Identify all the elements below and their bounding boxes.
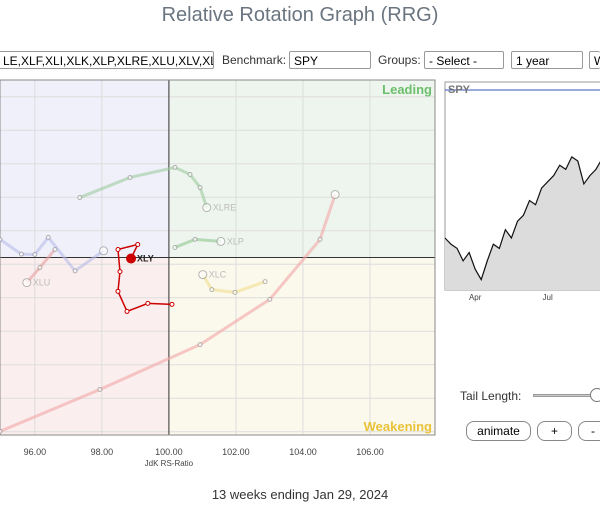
tail-point	[187, 171, 193, 177]
benchmark-label: Benchmark:	[222, 53, 287, 67]
plot-frame	[0, 79, 436, 436]
tail-point	[135, 241, 141, 247]
tail-point	[124, 308, 130, 314]
tail-point	[169, 301, 175, 307]
tail-point	[127, 174, 133, 180]
tail-point	[145, 300, 151, 306]
x-tick-label: 100.00	[155, 447, 183, 457]
head-point	[216, 236, 226, 246]
tail-point	[45, 234, 51, 240]
tail-point	[37, 265, 43, 271]
x-tick-label: 96.00	[24, 447, 47, 457]
tail	[0, 234, 105, 273]
head-point	[198, 270, 208, 280]
tail-point	[267, 296, 273, 302]
spy-x-label: Jul	[543, 293, 553, 302]
spy-title: SPY	[448, 84, 471, 96]
series-label: XLU	[33, 278, 51, 288]
period-select[interactable]: 1 year	[511, 51, 583, 69]
tail-point	[172, 244, 178, 250]
tail	[0, 194, 337, 433]
x-tick-label: 106.00	[356, 447, 384, 457]
tail-point	[192, 236, 198, 242]
tail	[79, 165, 209, 209]
quadrant-label: Weakening	[364, 419, 432, 434]
groups-label: Groups:	[378, 53, 421, 67]
tail-point	[72, 268, 78, 274]
slider-knob[interactable]	[590, 388, 600, 402]
animate-button[interactable]: animate	[466, 421, 531, 441]
plus-button[interactable]: +	[537, 421, 572, 441]
tail-point	[18, 251, 24, 257]
tail-point	[117, 269, 123, 275]
tail-label: Tail Length:	[460, 389, 522, 403]
quadrant-leading	[168, 80, 435, 258]
spy-line	[444, 155, 600, 282]
tail	[201, 273, 266, 294]
benchmark-input[interactable]: SPY	[289, 51, 371, 69]
x-axis-label: JdK RS-Ratio	[145, 459, 194, 468]
tail-point	[97, 386, 103, 392]
frequency-select[interactable]: W	[589, 51, 600, 69]
quadrant-lagging	[0, 257, 169, 435]
series-label: XLP	[227, 236, 244, 246]
tail-point	[197, 185, 203, 191]
tail-point	[317, 236, 323, 242]
series-label: XLC	[209, 270, 227, 280]
head-point	[99, 246, 109, 256]
tail-point	[0, 236, 3, 242]
head-point	[22, 278, 32, 288]
quadrant-improving	[0, 80, 169, 258]
tail-point	[115, 288, 121, 294]
title: Relative Rotation Graph (RRG)	[161, 4, 439, 26]
tail-point	[52, 246, 58, 252]
x-tick-label: 104.00	[289, 447, 317, 457]
x-tick-label: 98.00	[91, 447, 114, 457]
x-tick-label: 102.00	[222, 447, 250, 457]
spy-x-label: Apr	[469, 293, 482, 302]
series-label: XLY	[137, 254, 154, 264]
tail-point	[232, 289, 238, 295]
tail-point	[115, 246, 121, 252]
tail-point	[172, 164, 178, 170]
spy-area	[445, 156, 600, 290]
groups-select[interactable]: - Select -	[424, 51, 504, 69]
tail-point	[262, 279, 268, 285]
tail	[117, 243, 172, 313]
tail-point	[32, 251, 38, 257]
tail-point	[0, 428, 3, 434]
head-point	[202, 203, 212, 213]
head-point	[126, 253, 137, 264]
quadrant-weakening	[168, 257, 435, 435]
quadrant-label: Leading	[382, 82, 432, 97]
tail-point	[77, 195, 83, 201]
head-point	[330, 190, 340, 200]
tail-point	[209, 287, 215, 293]
tail-point	[197, 342, 203, 348]
minus-button[interactable]: -	[578, 421, 600, 441]
footer: 13 weeks ending Jan 29, 2024	[211, 487, 389, 502]
series-label: XLRE	[213, 203, 237, 213]
symbols-input[interactable]: LE,XLF,XLI,XLK,XLP,XLRE,XLU,XLV,XL	[0, 51, 214, 69]
